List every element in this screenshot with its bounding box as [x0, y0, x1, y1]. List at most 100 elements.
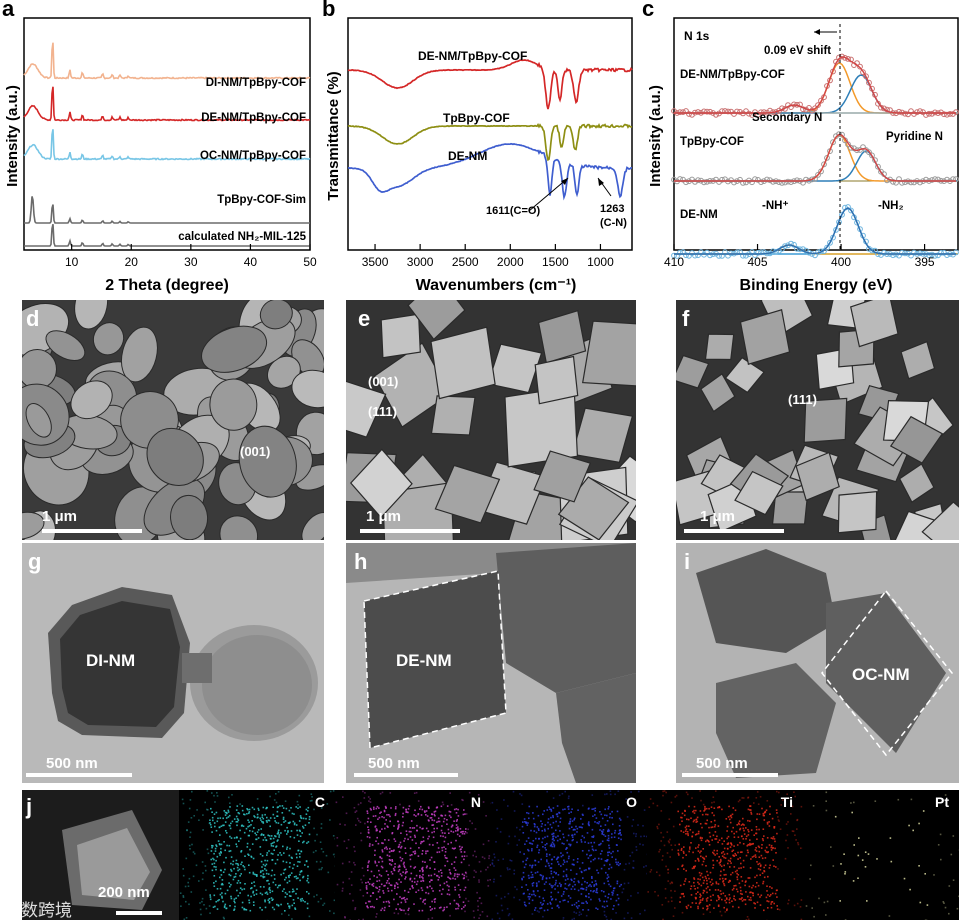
xps-data-point	[944, 252, 950, 259]
xps-data-point	[845, 56, 851, 62]
annot-shift: 0.09 eV shift	[764, 45, 831, 57]
trace-label-de: DE-NM	[680, 209, 718, 221]
xps-data-point	[881, 105, 887, 112]
xps-data-point	[914, 109, 920, 116]
trace-label-cof: TpBpy-COF	[443, 111, 510, 125]
x-tick-label: 2000	[497, 255, 524, 269]
trace-label-de: DE-NM/TpBpy-COF	[201, 112, 306, 124]
scale-bar-text: 200 nm	[98, 884, 150, 901]
xrd-trace-3	[24, 196, 310, 224]
xps-data-point	[908, 179, 914, 186]
scale-bar	[360, 529, 460, 533]
x-tick-label: 30	[184, 255, 198, 269]
xps-data-point	[701, 108, 707, 115]
xps-data-point	[815, 102, 821, 108]
xps-data-point	[845, 204, 851, 210]
panel-c-label: c	[642, 0, 655, 21]
xps-data-point	[902, 179, 908, 186]
xps-data-point	[842, 55, 848, 61]
xps-data-point	[815, 172, 821, 178]
xps-data-point	[761, 249, 767, 256]
ftir-trace-2	[348, 142, 632, 201]
panel-b-ftir-chart: 3500 3000 2500 2000 1500 1000 DE-NM/TpBpy-COF…	[325, 17, 633, 294]
eds-element-label: O	[626, 794, 637, 810]
xps-data-point	[863, 73, 869, 80]
xps-data-point	[908, 252, 914, 259]
xps-data-point	[947, 111, 953, 117]
panel-j-label: j	[26, 794, 33, 819]
x-tick-label: 3000	[407, 255, 434, 269]
xps-data-point	[875, 163, 881, 170]
sem-image-f: f (111) 1 μm	[676, 300, 959, 540]
facet-label-111: (111)	[368, 404, 397, 419]
annot-cn2: (C-N)	[600, 217, 627, 229]
xps-data-point	[917, 250, 923, 257]
xps-data-point	[911, 111, 917, 117]
xps-data-point	[830, 139, 836, 146]
xps-data-point	[953, 249, 959, 256]
scale-bar	[26, 773, 132, 777]
annot-co: 1611(C=O)	[486, 205, 540, 217]
trace-label-de: DE-NM	[448, 149, 487, 163]
plot-frame	[673, 17, 959, 251]
xps-data-point	[896, 108, 902, 115]
x-tick-label: 400	[831, 255, 851, 269]
xps-data-point	[677, 109, 683, 116]
trace-label-sim: TpBpy-COF-Sim	[217, 194, 306, 206]
xps-data-point	[695, 109, 701, 115]
xps-data-point	[917, 179, 923, 186]
eds-map-pt: Pt	[803, 790, 959, 920]
x-axis-title: Binding Energy (eV)	[740, 277, 893, 294]
xps-data-point	[848, 144, 854, 151]
xps-data-point	[734, 249, 740, 256]
scale-bar-text: 500 nm	[696, 755, 748, 772]
xps-data-point	[905, 111, 911, 118]
xps-data-point	[929, 177, 935, 183]
trace-label-oc: OC-NM/TpBpy-COF	[200, 150, 306, 162]
xps-envelope	[674, 207, 956, 255]
xps-data-point	[671, 176, 677, 183]
sem-image-d: d (001) 1 μm	[22, 300, 324, 540]
xps-envelope	[674, 133, 956, 182]
y-axis-title: Transmittance (%)	[325, 71, 342, 200]
x-tick-label: 3500	[362, 255, 389, 269]
scale-bar	[354, 773, 458, 777]
xps-data-point	[704, 178, 710, 185]
xps-data-point	[761, 109, 767, 115]
particle-name: DI-NM	[86, 651, 136, 670]
x-tick-label: 20	[125, 255, 139, 269]
xps-data-point	[692, 179, 698, 185]
xps-data-point	[920, 109, 926, 116]
x-tick-label: 395	[915, 255, 935, 269]
scale-bar	[682, 773, 778, 777]
xps-data-point	[758, 249, 764, 256]
trace-label-de-cof: DE-NM/TpBpy-COF	[680, 69, 785, 81]
xps-data-point	[725, 108, 731, 115]
xps-data-point	[839, 211, 845, 218]
xps-data-point	[911, 179, 917, 186]
trace-label-di: DI-NM/TpBpy-COF	[206, 77, 306, 89]
x-tick-label: 50	[303, 255, 317, 269]
xps-data-point	[680, 109, 686, 115]
x-tick-label: 2500	[452, 255, 479, 269]
panel-h-label: h	[354, 549, 368, 574]
tem-image-g: g DI-NM 500 nm	[22, 543, 324, 783]
xps-data-point	[731, 179, 737, 186]
xps-data-point	[683, 252, 689, 259]
eds-map-ti: Ti	[647, 790, 803, 920]
xps-data-point	[866, 79, 872, 86]
xps-data-point	[824, 244, 830, 251]
plot-frame	[23, 17, 311, 251]
xps-data-point	[923, 176, 929, 183]
annot-secondary-n: Secondary N	[752, 112, 822, 124]
xps-data-point	[890, 178, 896, 185]
xps-data-point	[869, 152, 875, 159]
xps-data-point	[797, 246, 803, 253]
annot-pyridine-n: Pyridine N	[886, 131, 943, 143]
x-tick-label: 1000	[587, 255, 614, 269]
xps-data-point	[704, 108, 710, 115]
xps-data-point	[941, 111, 947, 118]
xps-data-point	[890, 252, 896, 259]
trace-label-cof: TpBpy-COF	[680, 136, 744, 148]
x-axis-title: Wavenumbers (cm⁻¹)	[416, 277, 577, 294]
